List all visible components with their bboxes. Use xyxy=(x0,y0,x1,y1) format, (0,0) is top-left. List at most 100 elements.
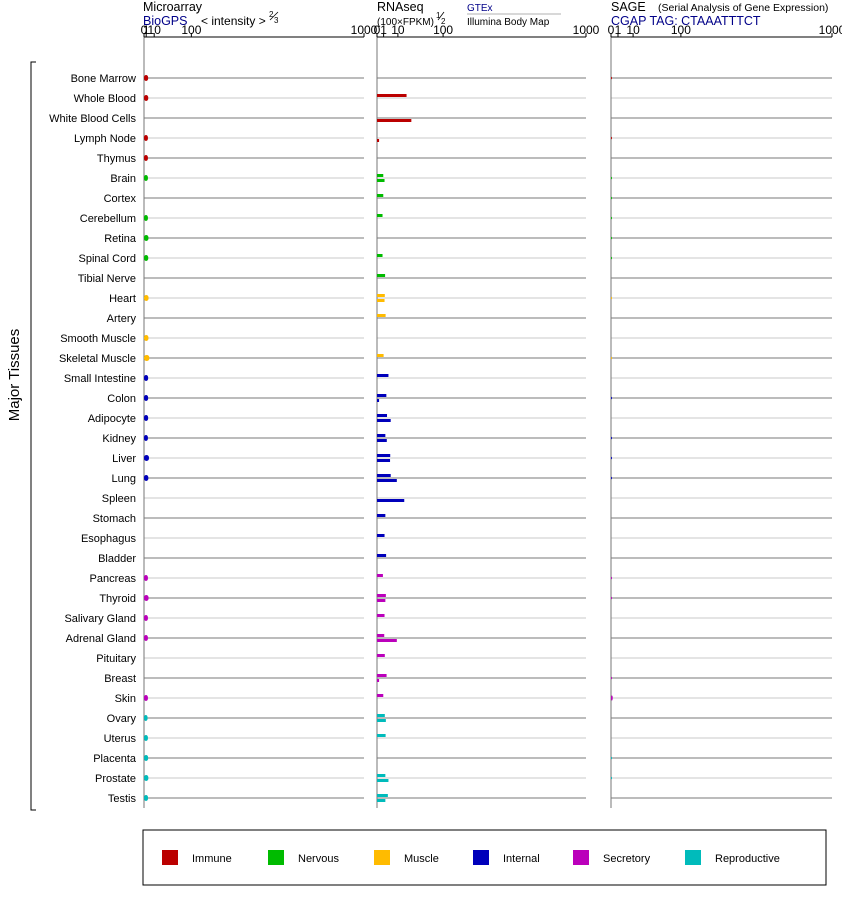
microarray-scale-label: < intensity > xyxy=(201,14,266,28)
rnaseq-gtex-bar xyxy=(377,294,385,297)
rnaseq-gtex-bar xyxy=(377,794,388,797)
rnaseq-gtex-bar xyxy=(377,574,383,577)
tissue-label: Salivary Gland xyxy=(64,613,136,625)
sage-bar xyxy=(611,176,612,180)
rnaseq-ibm-bar xyxy=(377,179,385,182)
axis-tick-label: 10 xyxy=(391,23,405,37)
axis-tick-label: 100 xyxy=(671,23,691,37)
tissue-label: Tibial Nerve xyxy=(78,273,136,285)
rnaseq-ibm-bar xyxy=(377,599,386,602)
rnaseq-ibm-bar xyxy=(377,459,391,462)
rnaseq-exp-den: 2 xyxy=(441,17,446,26)
legend-swatch xyxy=(268,850,284,865)
tissue-label: Cerebellum xyxy=(80,213,136,225)
tissue-label: Lymph Node xyxy=(74,133,136,145)
microarray-bar xyxy=(144,215,148,221)
legend-swatch xyxy=(374,850,390,865)
microarray-bar xyxy=(144,595,149,601)
rnaseq-gtex-bar xyxy=(377,694,384,697)
sage-bar xyxy=(611,676,612,680)
microarray-bar xyxy=(144,355,150,361)
axis-tick-label: 0 xyxy=(374,23,381,37)
rnaseq-gtex-bar xyxy=(377,654,385,657)
axis-tick-label: 1 xyxy=(615,23,622,37)
tissue-label: Skeletal Muscle xyxy=(59,353,136,365)
rnaseq-gtex-bar xyxy=(377,274,386,277)
sage-bar xyxy=(611,296,612,300)
tissue-label: Placenta xyxy=(93,753,137,765)
microarray-bar xyxy=(144,635,148,641)
rnaseq-gtex-bar xyxy=(377,394,387,397)
sage-bar xyxy=(611,136,612,140)
tissue-label: Skin xyxy=(115,693,136,705)
axis-tick-label: 1000 xyxy=(573,23,600,37)
sage-bar xyxy=(611,776,612,780)
rnaseq-gtex-bar xyxy=(377,314,386,317)
tissue-label: Artery xyxy=(107,313,137,325)
rnaseq-source-ibm: Illumina Body Map xyxy=(467,17,550,28)
rnaseq-gtex-bar xyxy=(377,474,391,477)
legend-label: Muscle xyxy=(404,853,439,865)
sage-bar xyxy=(611,596,612,600)
rnaseq-ibm-bar xyxy=(377,479,397,482)
rnaseq-gtex-bar xyxy=(377,174,384,177)
rnaseq-ibm-bar xyxy=(377,439,387,442)
rnaseq-gtex-bar xyxy=(377,194,384,197)
rnaseq-ibm-bar xyxy=(377,679,380,682)
rnaseq-source-gtex: GTEx xyxy=(467,3,493,14)
legend-label: Immune xyxy=(192,853,232,865)
microarray-bar xyxy=(144,615,148,621)
axis-tick-label: 1000 xyxy=(351,23,378,37)
rnaseq-title: RNAseq xyxy=(377,0,424,14)
tissue-label: Spinal Cord xyxy=(79,253,136,265)
tissue-label: Stomach xyxy=(93,513,136,525)
tissue-label: Lung xyxy=(112,473,136,485)
sage-bar xyxy=(611,456,612,460)
rnaseq-gtex-bar xyxy=(377,734,386,737)
legend-swatch xyxy=(473,850,489,865)
sage-bar xyxy=(611,356,612,360)
rnaseq-gtex-bar xyxy=(377,414,388,417)
tissue-label: White Blood Cells xyxy=(49,113,136,125)
legend-swatch xyxy=(685,850,701,865)
rnaseq-gtex-bar xyxy=(377,374,389,377)
rnaseq-gtex-bar xyxy=(377,674,387,677)
tissue-label: Testis xyxy=(108,793,137,805)
sage-bar xyxy=(611,216,612,220)
axis-tick-label: 1 xyxy=(143,23,150,37)
tissue-label: Esophagus xyxy=(81,533,137,545)
rnaseq-gtex-bar xyxy=(377,354,384,357)
microarray-exp-num: 2 xyxy=(269,10,274,19)
microarray-bar xyxy=(144,475,149,481)
legend-label: Internal xyxy=(503,853,540,865)
microarray-bar xyxy=(144,335,149,341)
microarray-bar xyxy=(144,175,148,181)
tissue-label: Bone Marrow xyxy=(71,73,136,85)
microarray-source: BioGPS xyxy=(143,14,187,28)
tissue-label: Whole Blood xyxy=(74,93,136,105)
sage-bar xyxy=(611,76,612,80)
rnaseq-ibm-bar xyxy=(377,419,391,422)
microarray-bar xyxy=(144,695,148,701)
rnaseq-exp-num: 1 xyxy=(436,11,441,20)
tissue-bracket xyxy=(30,61,36,811)
sage-bar xyxy=(611,576,612,580)
microarray-bar xyxy=(144,155,148,161)
rnaseq-gtex-bar xyxy=(377,254,383,257)
legend-label: Secretory xyxy=(603,853,651,865)
microarray-bar xyxy=(144,135,148,141)
exp-slash xyxy=(437,11,445,21)
microarray-exp-den: 3 xyxy=(274,16,279,25)
rnaseq-gtex-bar xyxy=(377,514,386,517)
microarray-bar xyxy=(144,395,149,401)
rnaseq-gtex-bar xyxy=(377,614,385,617)
rnaseq-ibm-bar xyxy=(377,139,380,142)
legend-label: Reproductive xyxy=(715,853,780,865)
tissue-label: Ovary xyxy=(107,713,137,725)
tissue-label: Adipocyte xyxy=(88,413,136,425)
microarray-bar xyxy=(144,95,149,101)
axis-tick-label: 1000 xyxy=(819,23,842,37)
microarray-bar xyxy=(144,415,149,421)
tissue-label: Adrenal Gland xyxy=(66,633,136,645)
